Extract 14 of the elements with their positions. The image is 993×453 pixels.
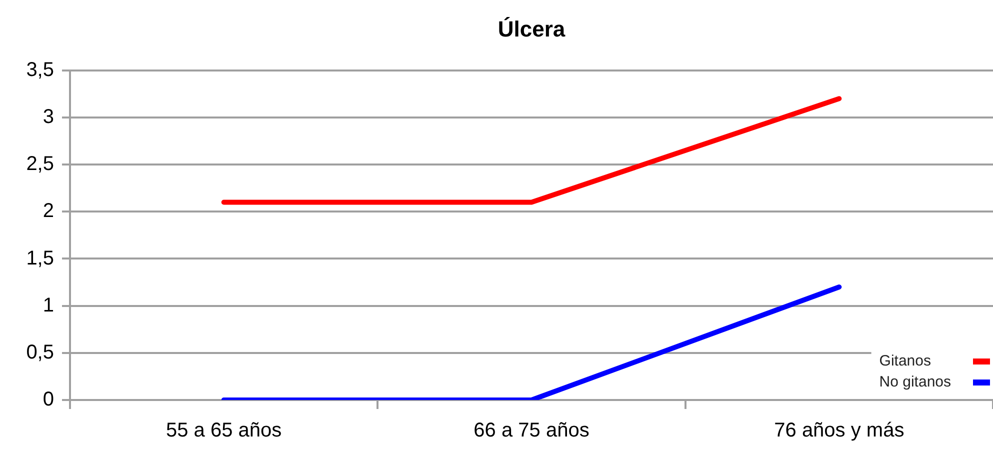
y-tick-label: 3 <box>42 106 54 128</box>
y-tick-label: 1 <box>42 294 54 316</box>
x-tick-label: 76 años y más <box>774 420 904 442</box>
x-tick-label: 55 a 65 años <box>166 420 282 442</box>
x-tick-label: 66 a 75 años <box>474 420 590 442</box>
y-tick-label: 3,5 <box>26 58 54 81</box>
y-tick-label: 2 <box>42 200 54 222</box>
text: Gitanos <box>879 352 931 370</box>
y-tick-label: 0 <box>42 388 54 411</box>
chart-title: Úlcera <box>498 16 566 42</box>
y-tick-label: 2,5 <box>26 153 54 176</box>
y-tick-label: 1,5 <box>26 247 54 270</box>
legend-label: No gitanos <box>879 374 952 391</box>
y-tick-label: 0,5 <box>26 341 54 364</box>
